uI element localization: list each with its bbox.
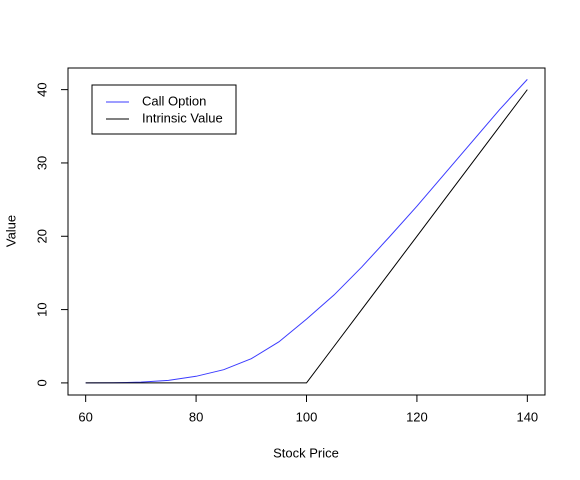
x-axis-label: Stock Price [273,445,339,460]
x-tick-label: 100 [296,409,318,424]
x-tick-label: 80 [189,409,203,424]
y-tick-label: 10 [34,302,49,316]
x-tick-label: 120 [406,409,428,424]
x-tick-label: 140 [516,409,538,424]
series-line [85,89,528,384]
legend-box [91,84,237,135]
legend-label: Intrinsic Value [142,110,223,125]
y-tick-label: 30 [34,156,49,170]
y-tick-label: 0 [34,379,49,386]
y-axis-label: Value [3,215,18,247]
y-tick-label: 20 [34,229,49,243]
series-line [85,79,528,384]
y-tick-label: 40 [34,82,49,96]
x-tick-label: 60 [78,409,92,424]
legend-label: Call Option [142,93,206,108]
